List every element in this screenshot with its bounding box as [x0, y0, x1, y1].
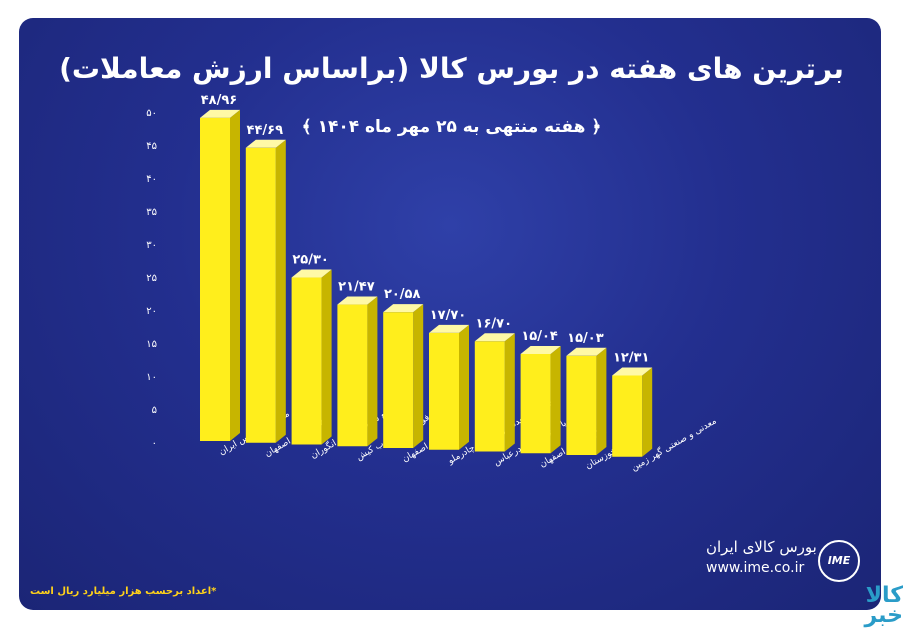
bar [474, 341, 505, 452]
bar [566, 355, 597, 455]
y-tick-label: ۱۰ [146, 372, 157, 383]
bar-side [230, 109, 240, 441]
bar-side [367, 296, 378, 447]
logo-name: بورس کالای ایران [706, 538, 817, 556]
chart-title: برترین های هفته در بورس کالا (براساس ارز… [59, 52, 844, 85]
bar-value-label: ۱۵/۰۳ [567, 331, 604, 346]
bar [429, 332, 459, 450]
bar [200, 117, 230, 441]
bar-side [550, 345, 561, 454]
y-tick-label: ۵ [152, 405, 157, 416]
logo-url: www.ime.co.ir [706, 560, 805, 576]
bar-value-label: ۱۵/۰۴ [521, 329, 558, 344]
bar-side [275, 139, 286, 443]
y-tick-label: ۳۰ [146, 240, 157, 251]
bar-top [291, 269, 332, 278]
bar-top [337, 296, 378, 305]
bar-side [459, 324, 469, 450]
y-tick-label: ۰ [152, 438, 157, 449]
watermark-logo: کالا خبر [864, 583, 903, 628]
bar [245, 147, 276, 443]
bar-side [504, 333, 515, 452]
bar-side [321, 269, 332, 445]
bar-value-label: ۴۸/۹۶ [201, 93, 238, 108]
bar-top [566, 347, 607, 356]
bar-top [474, 333, 515, 342]
footnote: *اعداد برحسب هزار میلیارد ریال است [30, 586, 217, 597]
y-tick-label: ۲۵ [146, 273, 157, 284]
bar-value-label: ۱۷/۷۰ [430, 308, 467, 323]
bar-value-label: ۲۰/۵۸ [384, 287, 421, 302]
bar-top [200, 109, 240, 118]
bar-top [245, 139, 286, 148]
chart-panel [19, 18, 881, 610]
y-tick-label: ۲۰ [146, 306, 157, 317]
y-tick-label: ۳۵ [146, 207, 157, 218]
bar [291, 277, 322, 445]
y-tick-label: ۵۰ [146, 108, 157, 119]
bar-top [383, 304, 424, 313]
bar [383, 312, 414, 448]
bar-value-label: ۴۴/۶۹ [247, 123, 284, 138]
y-tick-label: ۱۵ [146, 339, 157, 350]
chart-subtitle: ﴿ هفته منتهی به ۲۵ مهر ماه ۱۴۰۴ ﴾ [301, 117, 602, 137]
bar-side [596, 347, 607, 455]
bar [612, 375, 643, 457]
bar [520, 353, 551, 454]
bar-top [429, 324, 469, 333]
bar-value-label: ۱۲/۳۱ [613, 351, 650, 366]
bar-value-label: ۲۵/۳۰ [292, 253, 329, 268]
bar-top [612, 367, 653, 376]
y-tick-label: ۴۵ [146, 141, 157, 152]
y-tick-label: ۴۰ [146, 174, 157, 185]
bar-top [520, 345, 561, 354]
bar-side [413, 304, 424, 448]
bar-value-label: ۲۱/۴۷ [338, 280, 375, 295]
bar-value-label: ۱۶/۷۰ [476, 316, 513, 331]
bar [337, 304, 368, 447]
bar-side [642, 367, 653, 457]
ime-logo-icon: IME [818, 540, 860, 582]
